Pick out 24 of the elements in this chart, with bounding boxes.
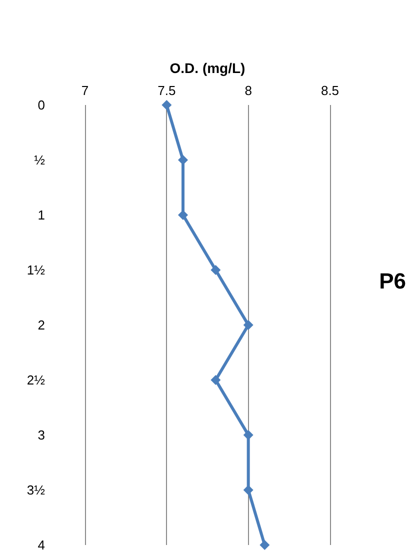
y-tick-label: 3 [38, 428, 45, 442]
x-axis-title: O.D. (mg/L) [170, 60, 246, 76]
text: P6 [379, 268, 406, 294]
point [210, 375, 221, 385]
point [178, 155, 188, 165]
y-tick-label: 2 [38, 318, 45, 332]
y-tick-label: 3½ [26, 482, 46, 498]
x-tick-label: 7 [81, 83, 89, 98]
y-tick-label: 4 [38, 538, 45, 552]
point [243, 320, 254, 330]
x-tick-label: 8.5 [320, 83, 340, 98]
point [162, 100, 172, 110]
point [243, 485, 254, 495]
point [178, 210, 188, 220]
y-tick-label: 2½ [26, 372, 46, 388]
point [260, 540, 270, 550]
y-tick-label: 0 [38, 98, 45, 112]
point [210, 265, 221, 275]
x-tick-label: 7.5 [158, 83, 176, 98]
y-tick-label: 1 [38, 208, 45, 222]
y-tick-label: ½ [34, 152, 46, 168]
y-tick-label: 1½ [26, 262, 46, 278]
point [243, 430, 254, 440]
x-tick-label: 8 [244, 83, 252, 98]
